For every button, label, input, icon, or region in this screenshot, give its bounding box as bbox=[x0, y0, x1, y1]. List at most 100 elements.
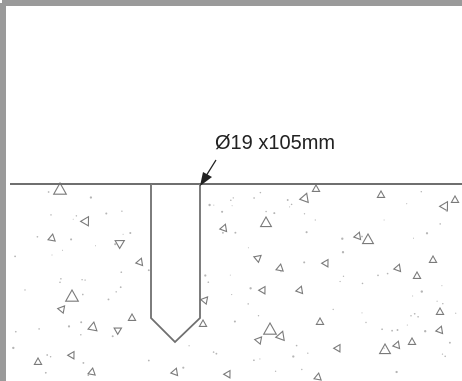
concrete-speckle bbox=[44, 371, 47, 374]
aggregate-mark bbox=[450, 194, 460, 203]
concrete-speckle bbox=[436, 300, 438, 302]
aggregate-mark bbox=[64, 288, 80, 302]
concrete-speckle bbox=[50, 214, 52, 216]
aggregate-mark bbox=[412, 270, 422, 279]
concrete-speckle bbox=[305, 231, 308, 234]
drill-hole-dimension-label: Ø19 x105mm bbox=[215, 132, 335, 154]
concrete-speckle bbox=[204, 274, 207, 277]
concrete-speckle bbox=[406, 203, 408, 205]
aggregate-mark bbox=[66, 350, 75, 360]
concrete-speckle bbox=[383, 347, 385, 349]
concrete-speckle bbox=[286, 199, 289, 201]
concrete-speckle bbox=[115, 291, 117, 293]
concrete-speckle bbox=[448, 341, 451, 344]
aggregate-mark bbox=[313, 371, 322, 381]
concrete-speckle bbox=[119, 286, 122, 289]
aggregate-mark bbox=[274, 330, 285, 342]
concrete-speckle bbox=[444, 355, 446, 358]
concrete-speckle bbox=[12, 346, 15, 350]
concrete-speckle bbox=[292, 355, 295, 358]
concrete-speckle bbox=[413, 312, 416, 315]
concrete-speckle bbox=[257, 315, 260, 317]
concrete-speckle bbox=[274, 370, 277, 372]
concrete-speckle bbox=[303, 213, 306, 215]
concrete-speckle bbox=[395, 370, 398, 374]
concrete-speckle bbox=[87, 374, 90, 377]
concrete-speckle bbox=[406, 324, 408, 326]
concrete-speckle bbox=[67, 325, 71, 328]
aggregate-mark bbox=[199, 296, 209, 306]
concrete-speckle bbox=[49, 356, 52, 358]
concrete-speckle bbox=[72, 218, 74, 220]
concrete-speckle bbox=[259, 191, 262, 194]
concrete-speckle bbox=[230, 199, 232, 201]
concrete-speckle bbox=[121, 210, 123, 212]
aggregate-mark bbox=[262, 321, 278, 335]
concrete-speckle bbox=[417, 315, 419, 318]
aggregate-mark bbox=[113, 327, 123, 336]
concrete-speckle bbox=[307, 352, 309, 354]
aggregate-mark bbox=[198, 318, 208, 327]
aggregate-mark bbox=[222, 369, 231, 379]
concrete-speckle bbox=[14, 330, 17, 333]
concrete-speckle bbox=[391, 329, 393, 332]
concrete-speckle bbox=[341, 251, 345, 254]
concrete-speckle bbox=[247, 303, 249, 305]
aggregate-mark bbox=[428, 254, 438, 263]
concrete-speckle bbox=[439, 223, 441, 225]
concrete-speckle bbox=[316, 321, 318, 323]
concrete-speckle bbox=[82, 361, 85, 364]
concrete-speckle bbox=[120, 271, 123, 274]
concrete-speckle bbox=[341, 237, 344, 240]
aggregate-mark bbox=[435, 306, 445, 315]
aggregate-mark bbox=[252, 254, 262, 264]
concrete-speckle bbox=[70, 238, 73, 241]
concrete-speckle bbox=[259, 358, 261, 360]
aggregate-mark bbox=[33, 356, 43, 365]
concrete-speckle bbox=[14, 255, 17, 258]
concrete-speckle bbox=[412, 295, 414, 297]
aggregate-mark bbox=[298, 192, 309, 204]
concrete-speckle bbox=[249, 287, 252, 290]
aggregate-mark bbox=[391, 340, 401, 350]
concrete-speckle bbox=[61, 249, 64, 251]
aggregate-mark bbox=[56, 305, 66, 315]
concrete-speckle bbox=[81, 293, 84, 296]
concrete-speckle bbox=[229, 274, 231, 276]
concrete-texture bbox=[12, 181, 460, 381]
aggregate-mark bbox=[47, 232, 56, 242]
aggregate-mark bbox=[320, 258, 329, 268]
concrete-speckle bbox=[233, 320, 236, 323]
concrete-speckle bbox=[273, 212, 276, 215]
concrete-speckle bbox=[420, 190, 423, 193]
concrete-speckle bbox=[231, 294, 233, 296]
concrete-speckle bbox=[342, 275, 345, 277]
drill-hole-outline bbox=[150, 184, 201, 344]
aggregate-mark bbox=[294, 285, 304, 295]
concrete-speckle bbox=[289, 206, 291, 208]
concrete-speckle bbox=[24, 289, 26, 291]
concrete-speckle bbox=[46, 354, 49, 356]
concrete-speckle bbox=[51, 254, 53, 256]
concrete-speckle bbox=[361, 312, 363, 314]
concrete-speckle bbox=[361, 235, 363, 238]
aggregate-mark bbox=[376, 189, 386, 198]
concrete-speckle bbox=[232, 197, 234, 199]
aggregate-mark bbox=[127, 312, 137, 321]
aggregate-mark bbox=[259, 215, 273, 228]
concrete-speckle bbox=[303, 261, 306, 264]
concrete-speckle bbox=[212, 351, 215, 353]
concrete-speckle bbox=[147, 269, 150, 272]
concrete-speckle bbox=[396, 329, 399, 331]
aggregate-mark bbox=[79, 215, 90, 227]
dimension-arrow-head bbox=[200, 172, 212, 186]
concrete-speckle bbox=[84, 279, 86, 281]
aggregate-mark bbox=[311, 183, 321, 192]
concrete-speckle bbox=[147, 359, 150, 362]
concrete-speckle bbox=[425, 232, 429, 235]
concrete-speckle bbox=[221, 210, 224, 213]
aggregate-mark bbox=[257, 285, 266, 295]
aggregate-mark bbox=[218, 223, 228, 233]
concrete-speckle bbox=[231, 205, 233, 207]
